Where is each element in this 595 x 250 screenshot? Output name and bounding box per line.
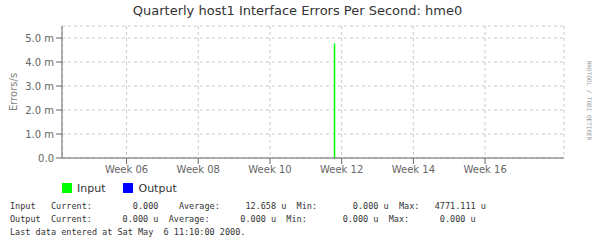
svg-text:Week 16: Week 16 — [463, 164, 506, 175]
html-text:Input Current: 0.000 Average:: Input Current: 0.000 Average: 12.658 u M… — [10, 201, 486, 211]
svg-text:Week 08: Week 08 — [177, 164, 220, 175]
svg-text:0.0: 0.0 — [38, 153, 54, 164]
svg-text:5.0 m: 5.0 m — [25, 33, 54, 44]
html-text:Last data entered at Sat May 6: Last data entered at Sat May 6 11:10:00 … — [10, 227, 246, 237]
svg-text:3.0 m: 3.0 m — [25, 81, 54, 92]
html-text:Output: Output — [138, 181, 177, 195]
html-text:Input: Input — [77, 181, 106, 195]
html-text:Output Current: 0.000 u Averag: Output Current: 0.000 u Average: 0.000 u… — [10, 214, 476, 224]
svg-text:Errors/s: Errors/s — [8, 73, 19, 111]
html-text:RRDTOOL / TOBI OETIKER: RRDTOOL / TOBI OETIKER — [586, 60, 594, 140]
html-text:Quarterly host1 Interface Erro: Quarterly host1 Interface Errors Per Sec… — [132, 3, 463, 18]
svg-text:Week 12: Week 12 — [320, 164, 363, 175]
svg-text:Week 14: Week 14 — [392, 164, 435, 175]
svg-text:1.0 m: 1.0 m — [25, 129, 54, 140]
svg-text:Week 10: Week 10 — [248, 164, 291, 175]
svg-text:2.0 m: 2.0 m — [25, 105, 54, 116]
svg-text:Week 06: Week 06 — [105, 164, 148, 175]
svg-text:4.0 m: 4.0 m — [25, 57, 54, 68]
